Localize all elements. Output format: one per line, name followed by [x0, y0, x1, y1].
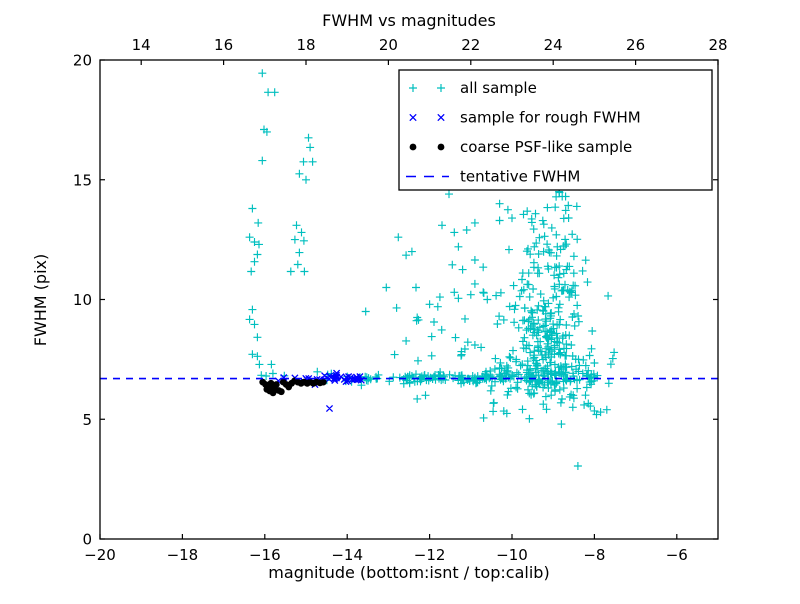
series-all-sample [245, 69, 619, 470]
tick-label: 26 [626, 36, 645, 54]
legend-label-all-sample: all sample [460, 79, 537, 97]
tick-label: −8 [583, 546, 605, 564]
tick-label: 0 [82, 531, 92, 549]
tick-label: −16 [249, 546, 281, 564]
tick-label: 10 [73, 291, 92, 309]
tick-label: 14 [132, 36, 151, 54]
axis-ticks: −20 −18 −16 −14 −12 −10 −8 −6 14 16 18 20 22 24 26 28 0 5… [73, 36, 728, 564]
legend: all sample sample for rough FWHM coarse … [398, 69, 713, 191]
data-point-dot [319, 378, 327, 386]
legend-entry-all-sample: all sample [409, 79, 537, 97]
legend-entry-tentative-fwhm: tentative FWHM [406, 168, 580, 186]
tick-label: −18 [167, 546, 199, 564]
tick-label: 5 [82, 411, 92, 429]
tick-label: 22 [461, 36, 480, 54]
legend-entry-coarse-psf: coarse PSF-like sample [409, 138, 632, 156]
tick-label: −12 [414, 546, 446, 564]
legend-label-tentative-fwhm: tentative FWHM [460, 168, 580, 186]
tick-label: 16 [214, 36, 233, 54]
plus-marker-icon [409, 84, 445, 92]
tick-label: 20 [379, 36, 398, 54]
dot-marker-icon [437, 143, 445, 151]
tick-label: 15 [73, 171, 92, 189]
tick-label: −6 [666, 546, 688, 564]
legend-label-rough-fwhm: sample for rough FWHM [460, 109, 641, 127]
data-point-dot [277, 388, 285, 396]
y-axis-label: FWHM (pix) [31, 254, 50, 347]
dot-marker-icon [409, 143, 417, 151]
legend-entry-rough-fwhm: sample for rough FWHM [409, 109, 641, 127]
tick-label: −10 [496, 546, 528, 564]
tick-label: −20 [84, 546, 116, 564]
data-point-dot [272, 381, 280, 388]
tick-label: 24 [544, 36, 563, 54]
plot-group: −20 −18 −16 −14 −12 −10 −8 −6 14 16 18 20 22 24 26 28 0 5… [73, 36, 728, 564]
series-coarse-psf-sample [259, 377, 327, 397]
chart-title: FWHM vs magnitudes [322, 11, 496, 30]
tick-label: −14 [331, 546, 363, 564]
x-axis-label: magnitude (bottom:isnt / top:calib) [268, 563, 549, 582]
legend-box [398, 69, 713, 191]
legend-label-coarse-psf: coarse PSF-like sample [460, 138, 632, 156]
tick-label: 18 [296, 36, 315, 54]
tick-label: 28 [708, 36, 727, 54]
cross-marker-icon [409, 113, 445, 122]
data-points-plus [245, 69, 619, 470]
tick-label: 20 [73, 52, 92, 70]
